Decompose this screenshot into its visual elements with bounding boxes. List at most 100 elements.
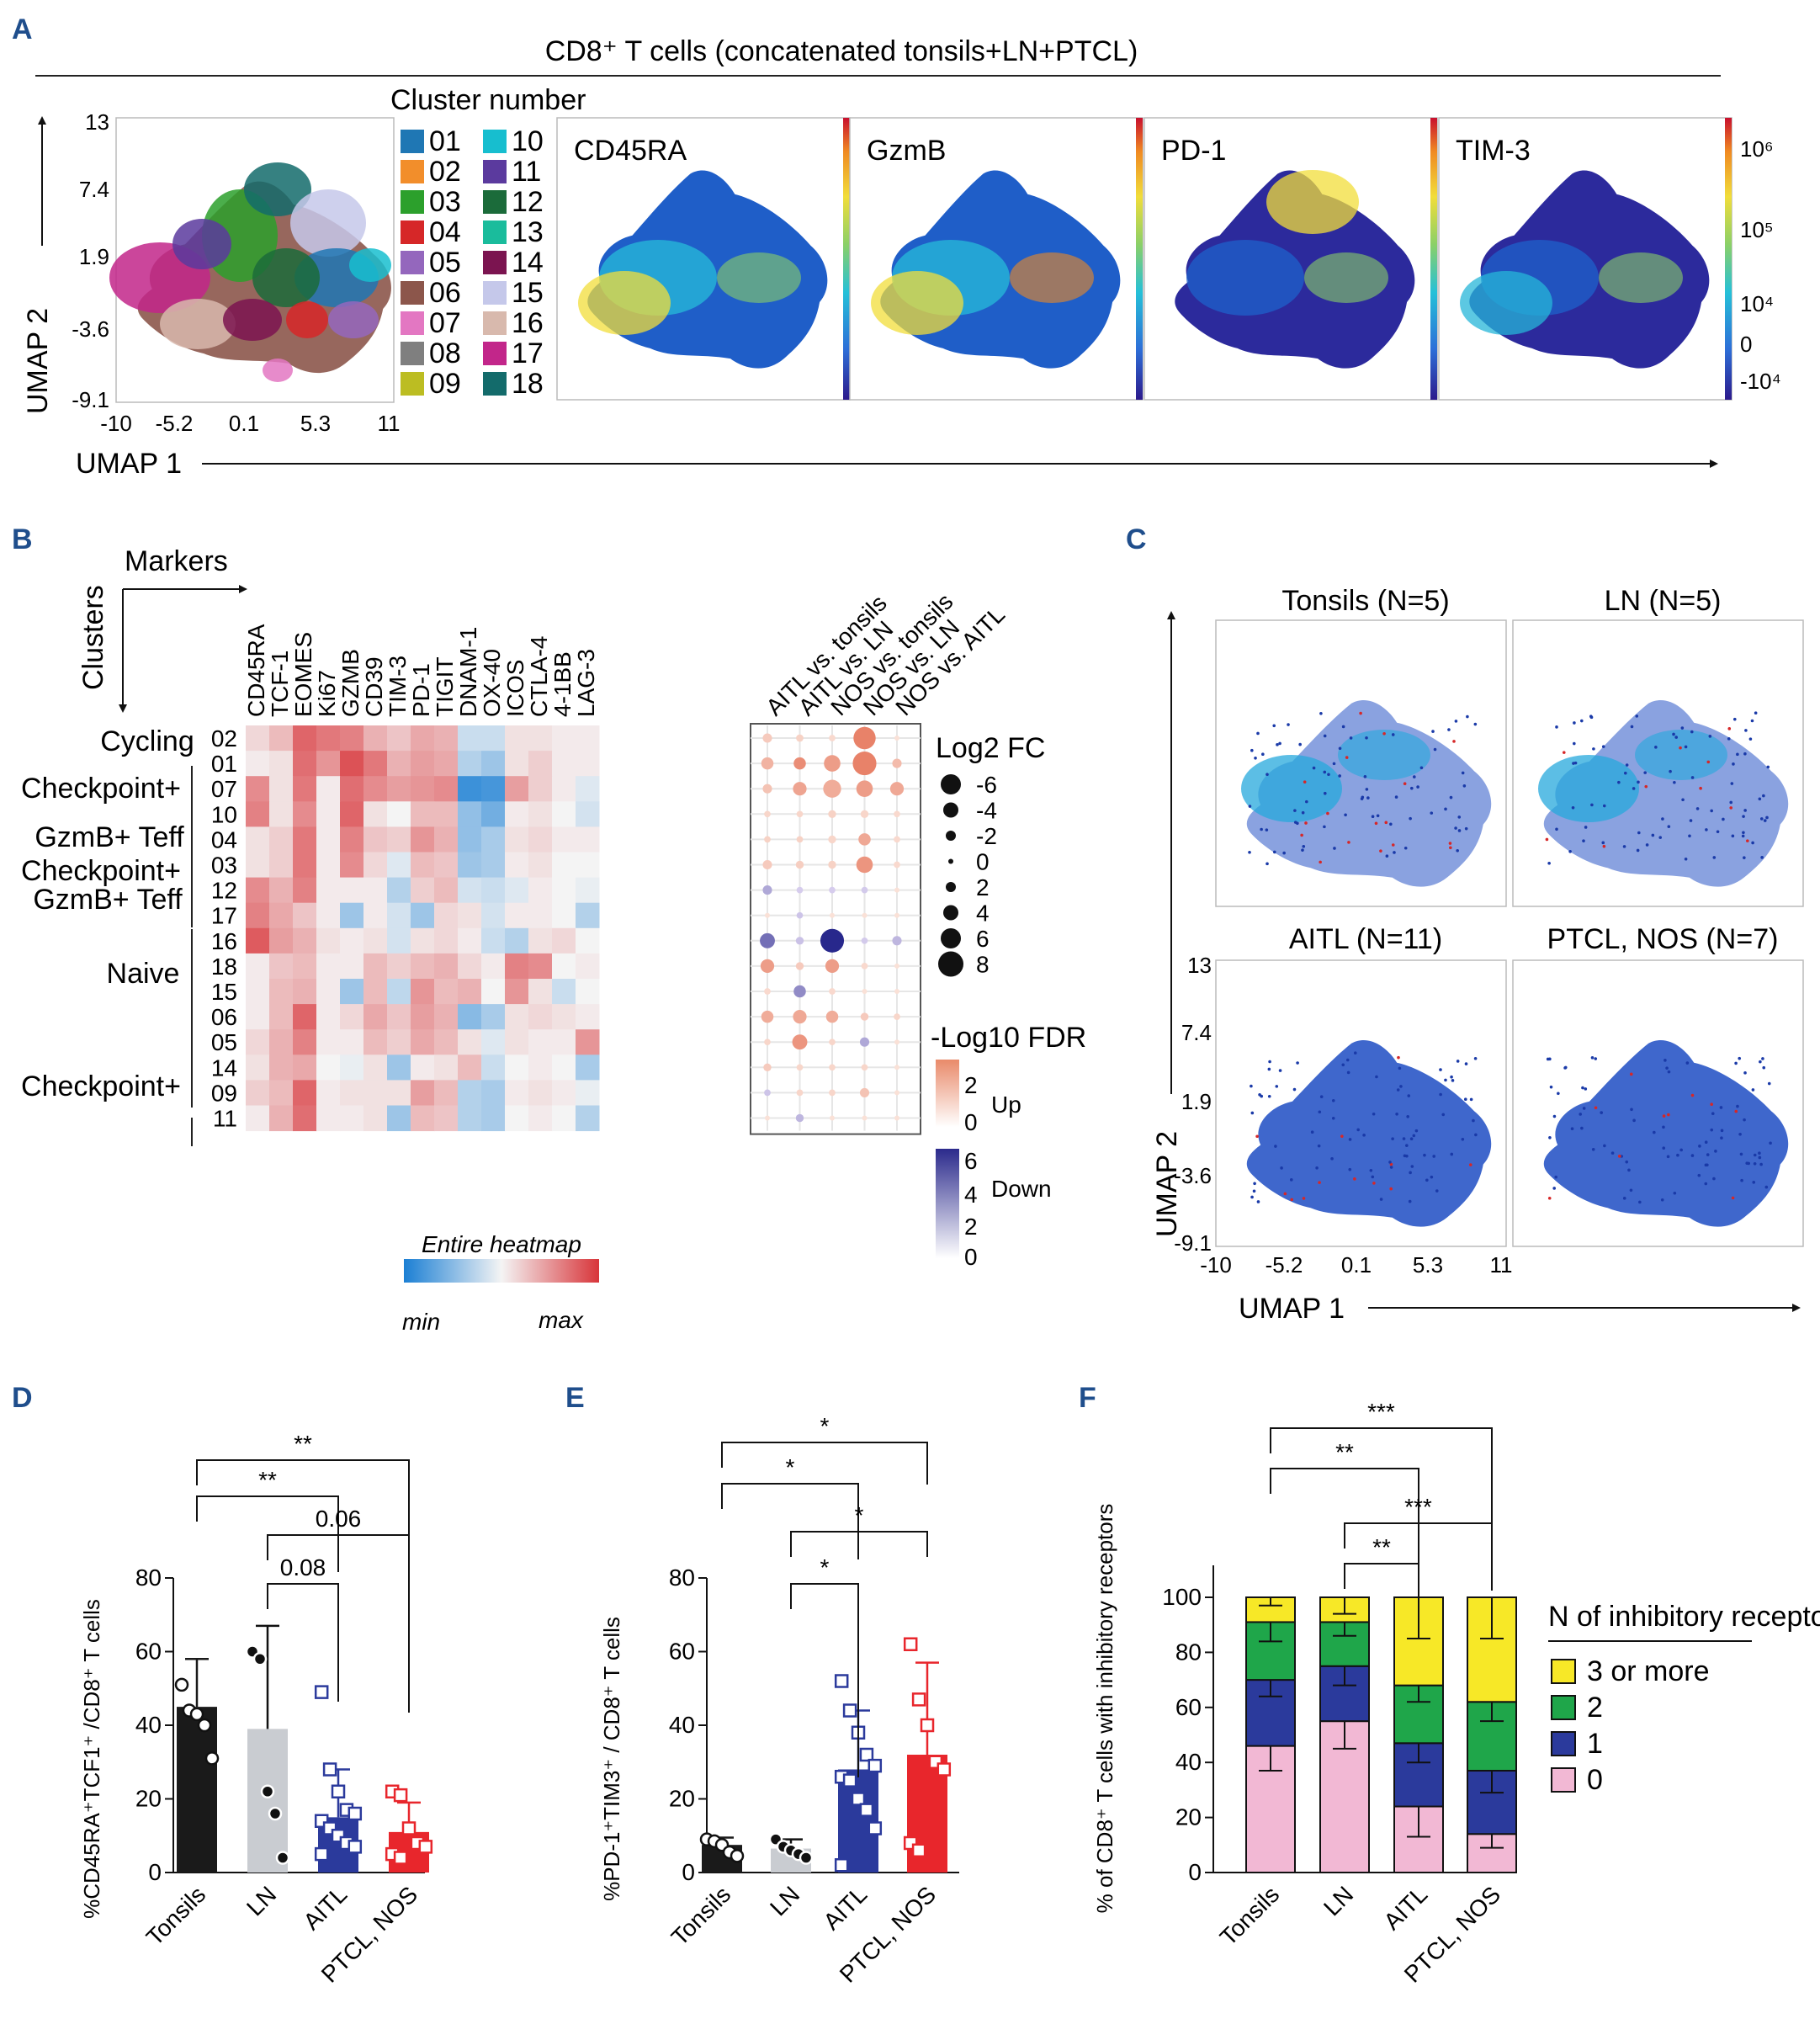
umap-cell-point [1389, 822, 1393, 826]
segment-error-bar [1407, 1806, 1430, 1838]
heatmap-cell [434, 1105, 459, 1132]
umap-c-y-tick: -9.1 [1174, 1230, 1212, 1256]
heatmap-cell [293, 751, 317, 777]
umap-cell-point [1265, 828, 1269, 831]
significance-label: * [786, 1454, 795, 1480]
cluster-group-label: Naive [107, 958, 180, 990]
y-tick-label: 20 [669, 1786, 695, 1812]
umap-cell-point [1580, 1126, 1584, 1130]
heatmap-row-label: 10 [211, 801, 237, 827]
heatmap-cell [387, 953, 411, 980]
dotplot-dot [761, 1010, 774, 1023]
heatmap-cell [434, 826, 459, 853]
cluster-group-label: Checkpoint+ [21, 1070, 181, 1102]
heatmap-cell [246, 751, 270, 777]
dotplot-dot [765, 1115, 770, 1121]
dotplot-dot [824, 755, 841, 772]
dotplot-dot [892, 936, 902, 946]
umap-cell-point [1435, 1189, 1439, 1193]
log2fc-legend-label: 2 [976, 874, 990, 900]
umap-density-region [1338, 730, 1430, 780]
y-axis-label: %PD-1⁺TIM3⁺ / CD8⁺ T cells [599, 1617, 624, 1901]
umap-cell-point [1732, 717, 1737, 721]
heatmap-cell [363, 1029, 388, 1055]
marker-heatmap: CD45RATCF-1EOMESKi67GZMBCD39TIM-3PD-1TIG… [211, 624, 600, 1132]
legend-title: N of inhibitory receptors [1548, 1601, 1820, 1633]
heatmap-cell [576, 877, 600, 904]
heatmap-cell [246, 776, 270, 802]
umap-cell-point [1399, 1085, 1403, 1088]
umap-a-y-tick: 13 [85, 109, 109, 135]
dotplot-dot [852, 752, 877, 776]
umap-cell-point [1298, 742, 1302, 746]
umap-cell-point [1563, 1065, 1568, 1070]
umap-cell-point [1719, 1106, 1723, 1109]
segment-error-bar [1480, 1834, 1504, 1849]
umap-cell-point [1732, 762, 1735, 766]
heatmap-cell [363, 826, 388, 853]
umap-cell-point [1552, 1114, 1557, 1118]
umap-cell-point [1762, 794, 1765, 798]
umap-clusters-plot: -10 -5.2 0.1 5.3 11 13 7.4 1.9 -3.6 -9.1 [72, 109, 400, 436]
umap-cell-point [1391, 843, 1395, 847]
umap-cell-point [1738, 1056, 1742, 1060]
cluster-group-label: GzmB+ Teff [33, 884, 183, 916]
dotplot-dot [792, 1034, 808, 1050]
umap-cell-point [1278, 1069, 1282, 1072]
heatmap-cell [505, 877, 529, 904]
umap-cell-point [1346, 1070, 1350, 1075]
heatmap-cell [434, 1004, 459, 1030]
significance-label: *** [1404, 1494, 1432, 1520]
umap-cell-point [1554, 1175, 1558, 1179]
dotplot-dot [762, 784, 772, 794]
heatmap-cell [552, 1004, 576, 1030]
dotplot-dot [796, 810, 804, 818]
umap-cell-point [1280, 1166, 1283, 1170]
umap-cell-point [1318, 1181, 1321, 1184]
fdr-legend-title: -Log10 FDR [931, 1022, 1086, 1054]
dotplot-dot [825, 1010, 839, 1023]
significance-label: 0.08 [280, 1554, 326, 1580]
umap-c-x-tick: 11 [1490, 1252, 1513, 1278]
heatmap-cell [411, 1004, 435, 1030]
umap-cluster-region [223, 299, 282, 341]
heatmap-cell [481, 1105, 506, 1132]
umap-cell-point [1643, 771, 1647, 774]
heatmap-min-label: min [402, 1309, 440, 1335]
umap-a-y-tick: -9.1 [72, 387, 109, 412]
heatmap-cell [458, 1004, 482, 1030]
umap-cell-point [1727, 737, 1731, 741]
umap-cell-point [1454, 720, 1458, 723]
umap-cell-point [1248, 850, 1251, 854]
umap-cell-point [1393, 851, 1396, 854]
heatmap-row-label: 17 [211, 903, 237, 929]
y-tick-label: 0 [682, 1859, 695, 1885]
umap-cell-point [1720, 1136, 1723, 1140]
umap-cell-point [1689, 819, 1693, 822]
umap-cell-point [1630, 1108, 1633, 1112]
umap-cell-point [1301, 810, 1305, 815]
legend-swatch-0 [1551, 1767, 1576, 1793]
dotplot-dot [795, 962, 804, 970]
cluster-legend-title: Cluster number [390, 84, 586, 116]
data-point [260, 1784, 275, 1798]
dotplot-dot [894, 736, 899, 741]
colorbar-tick: -10⁴ [1740, 369, 1781, 394]
heatmap-cell [434, 751, 459, 777]
heatmap-cell [387, 1054, 411, 1081]
umap-cell-point [1667, 1070, 1671, 1074]
dotplot-dot [894, 1065, 899, 1070]
legend-label: 0 [1587, 1764, 1603, 1796]
umap-cell-point [1385, 854, 1389, 858]
umap-cell-point [1740, 1178, 1743, 1182]
umap-cell-point [1256, 731, 1260, 736]
y-tick-label: 60 [135, 1639, 162, 1665]
umap-cell-point [1572, 762, 1575, 765]
heatmap-cell [269, 852, 294, 879]
dotplot-dot [793, 1010, 807, 1024]
cluster-label-17: 17 [512, 337, 544, 369]
dotplot-dot [829, 735, 836, 741]
heatmap-cell [505, 1054, 529, 1081]
heatmap-cell [293, 1029, 317, 1055]
